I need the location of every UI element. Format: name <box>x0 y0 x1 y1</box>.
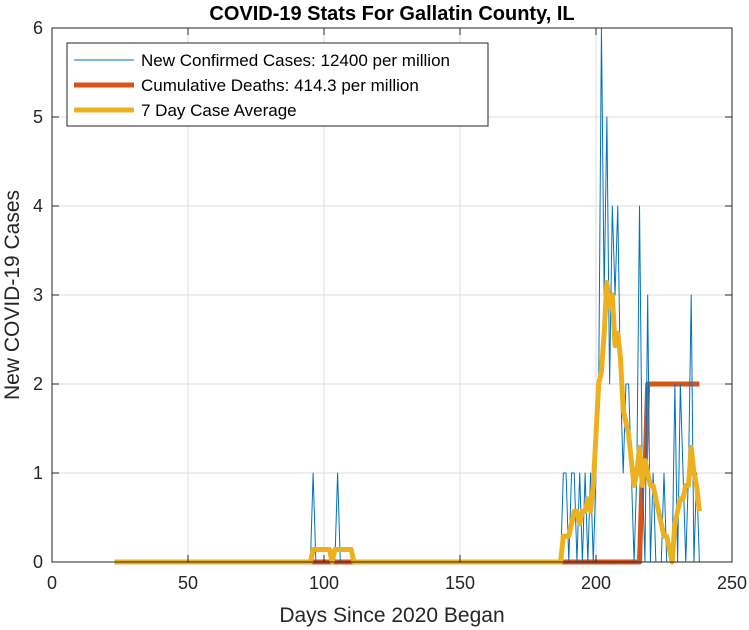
y-tick-label: 6 <box>33 18 43 38</box>
x-tick-label: 200 <box>581 573 611 593</box>
y-tick-label: 2 <box>33 374 43 394</box>
x-tick-label: 0 <box>47 573 57 593</box>
y-tick-label: 1 <box>33 463 43 483</box>
y-tick-label: 3 <box>33 285 43 305</box>
x-tick-label: 250 <box>717 573 747 593</box>
ticks: 0 50 100 150 200 250 0 1 2 3 4 5 6 <box>33 18 747 593</box>
legend-label-cumulative-deaths: Cumulative Deaths: 414.3 per million <box>141 76 419 95</box>
x-tick-label: 150 <box>445 573 475 593</box>
series-line-seven-day-average <box>114 280 702 565</box>
y-tick-label: 0 <box>33 552 43 572</box>
y-tick-label: 4 <box>33 196 43 216</box>
x-axis-label: Days Since 2020 Began <box>279 604 504 627</box>
x-tick-label: 50 <box>178 573 198 593</box>
legend-label-seven-day-average: 7 Day Case Average <box>141 101 297 120</box>
y-tick-label: 5 <box>33 107 43 127</box>
legend: New Confirmed Cases: 12400 per million Cu… <box>66 42 489 127</box>
legend-label-new-cases: New Confirmed Cases: 12400 per million <box>141 51 450 70</box>
legend-box <box>66 42 489 127</box>
y-axis-label: New COVID-19 Cases <box>1 190 24 400</box>
x-tick-label: 100 <box>309 573 339 593</box>
chart-title: COVID-19 Stats For Gallatin County, IL <box>209 3 574 25</box>
